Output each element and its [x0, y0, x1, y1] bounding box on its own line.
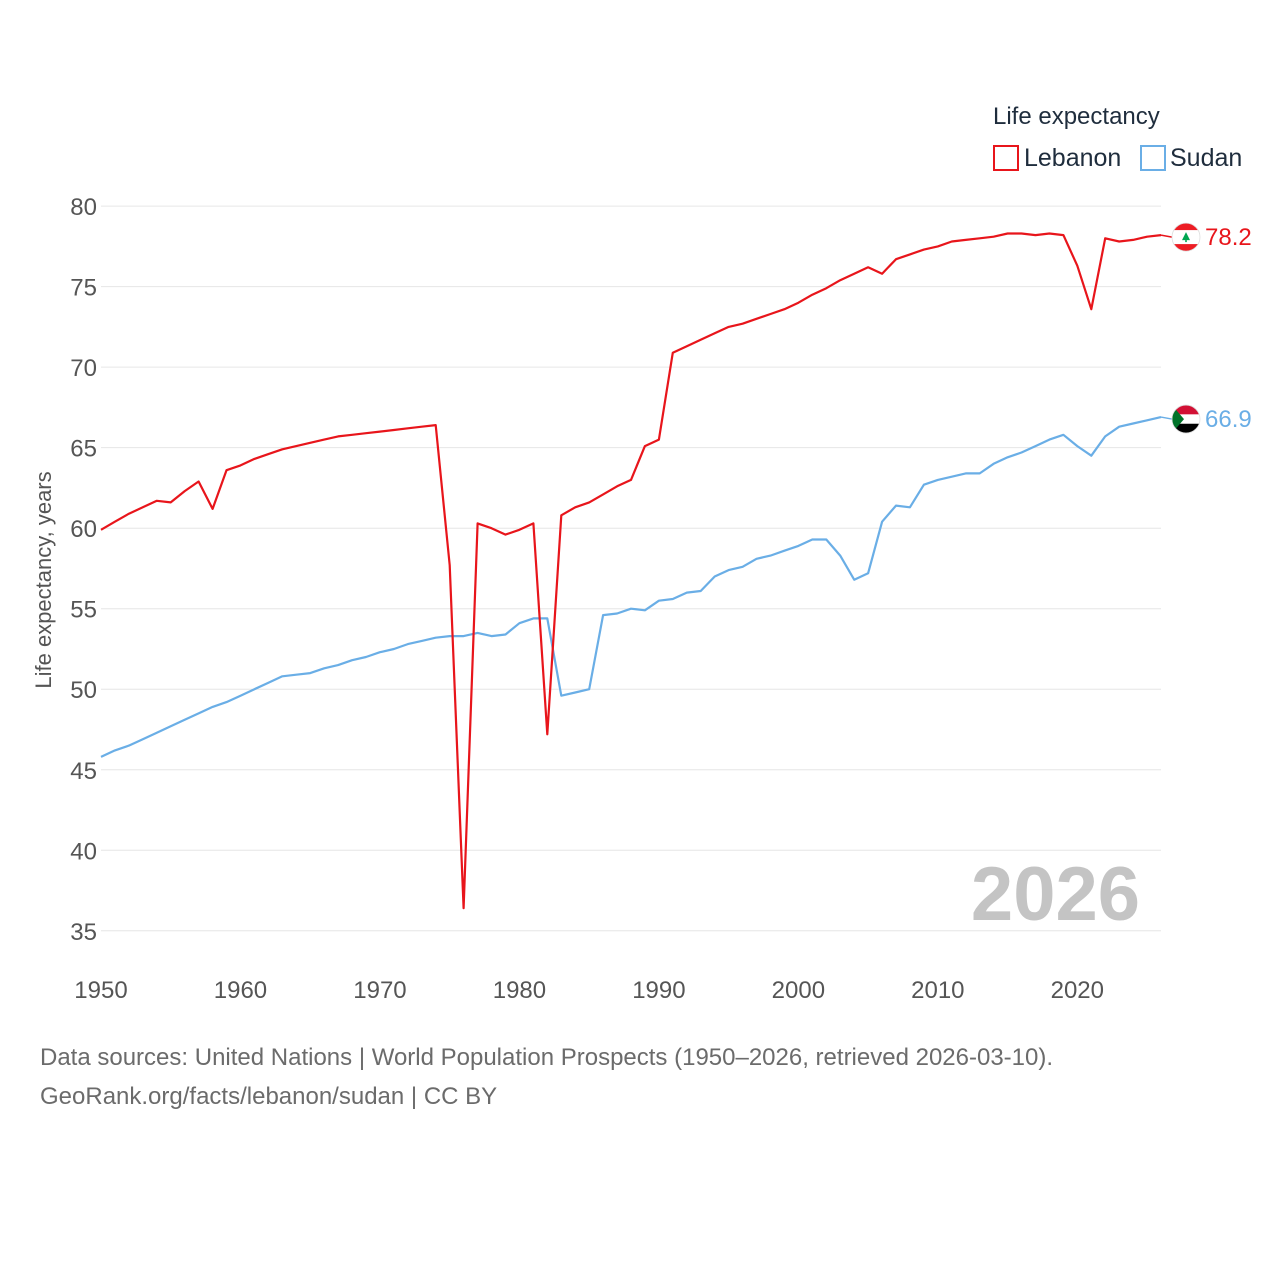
series-lines: [100, 232, 1162, 910]
sudan-flag-icon: [1171, 404, 1201, 434]
y-tick-label: 80: [70, 194, 97, 221]
y-axis-label: Life expectancy, years: [31, 471, 56, 688]
y-tick-label: 50: [70, 677, 97, 704]
legend-label-sudan: Sudan: [1170, 144, 1242, 172]
y-tick-label: 40: [70, 838, 97, 865]
current-year-watermark: 2026: [971, 852, 1140, 937]
legend-label-lebanon: Lebanon: [1024, 144, 1121, 172]
data-source-note: Data sources: United Nations | World Pop…: [40, 1044, 1054, 1071]
y-tick-label: 70: [70, 355, 97, 382]
end-connector-lebanon: [1160, 234, 1173, 238]
x-tick-label: 1980: [493, 977, 546, 1004]
x-tick-label: 2010: [911, 977, 964, 1004]
x-tick-label: 1950: [74, 977, 127, 1004]
y-tick-label: 75: [70, 275, 97, 302]
legend-item-sudan[interactable]: Sudan: [1140, 144, 1242, 172]
x-tick-label: 2000: [772, 977, 825, 1004]
legend-swatch-sudan: [1140, 145, 1166, 171]
end-value-lebanon: 78.2: [1205, 224, 1252, 251]
legend-swatch-lebanon: [993, 145, 1019, 171]
y-tick-label: 60: [70, 516, 97, 543]
x-tick-label: 2020: [1051, 977, 1104, 1004]
x-tick-label: 1970: [353, 977, 406, 1004]
series-line-sudan[interactable]: [100, 416, 1162, 758]
y-tick-label: 65: [70, 436, 97, 463]
legend-title: Life expectancy: [993, 103, 1160, 130]
end-connector-sudan: [1160, 416, 1173, 420]
x-axis-ticks: 1950 1960 1970 1980 1990 2000 2010 2020: [74, 977, 1104, 1004]
grid-lines: [101, 205, 1161, 932]
source-link[interactable]: GeoRank.org/facts/lebanon/sudan | CC BY: [40, 1083, 498, 1110]
y-tick-label: 35: [70, 919, 97, 946]
series-line-lebanon[interactable]: [100, 232, 1162, 910]
y-tick-label: 55: [70, 597, 97, 624]
legend: Life expectancy Lebanon Sudan: [993, 103, 1242, 172]
lebanon-flag-icon: [1171, 222, 1201, 252]
x-tick-label: 1960: [214, 977, 267, 1004]
end-value-sudan: 66.9: [1205, 406, 1252, 433]
y-axis-ticks: 35 40 45 50 55 60 65 70 75 80: [70, 194, 97, 946]
y-tick-label: 45: [70, 758, 97, 785]
series-end-markers: 78.2 66.9: [1160, 222, 1252, 434]
x-tick-label: 1990: [632, 977, 685, 1004]
legend-item-lebanon[interactable]: Lebanon: [993, 144, 1121, 172]
